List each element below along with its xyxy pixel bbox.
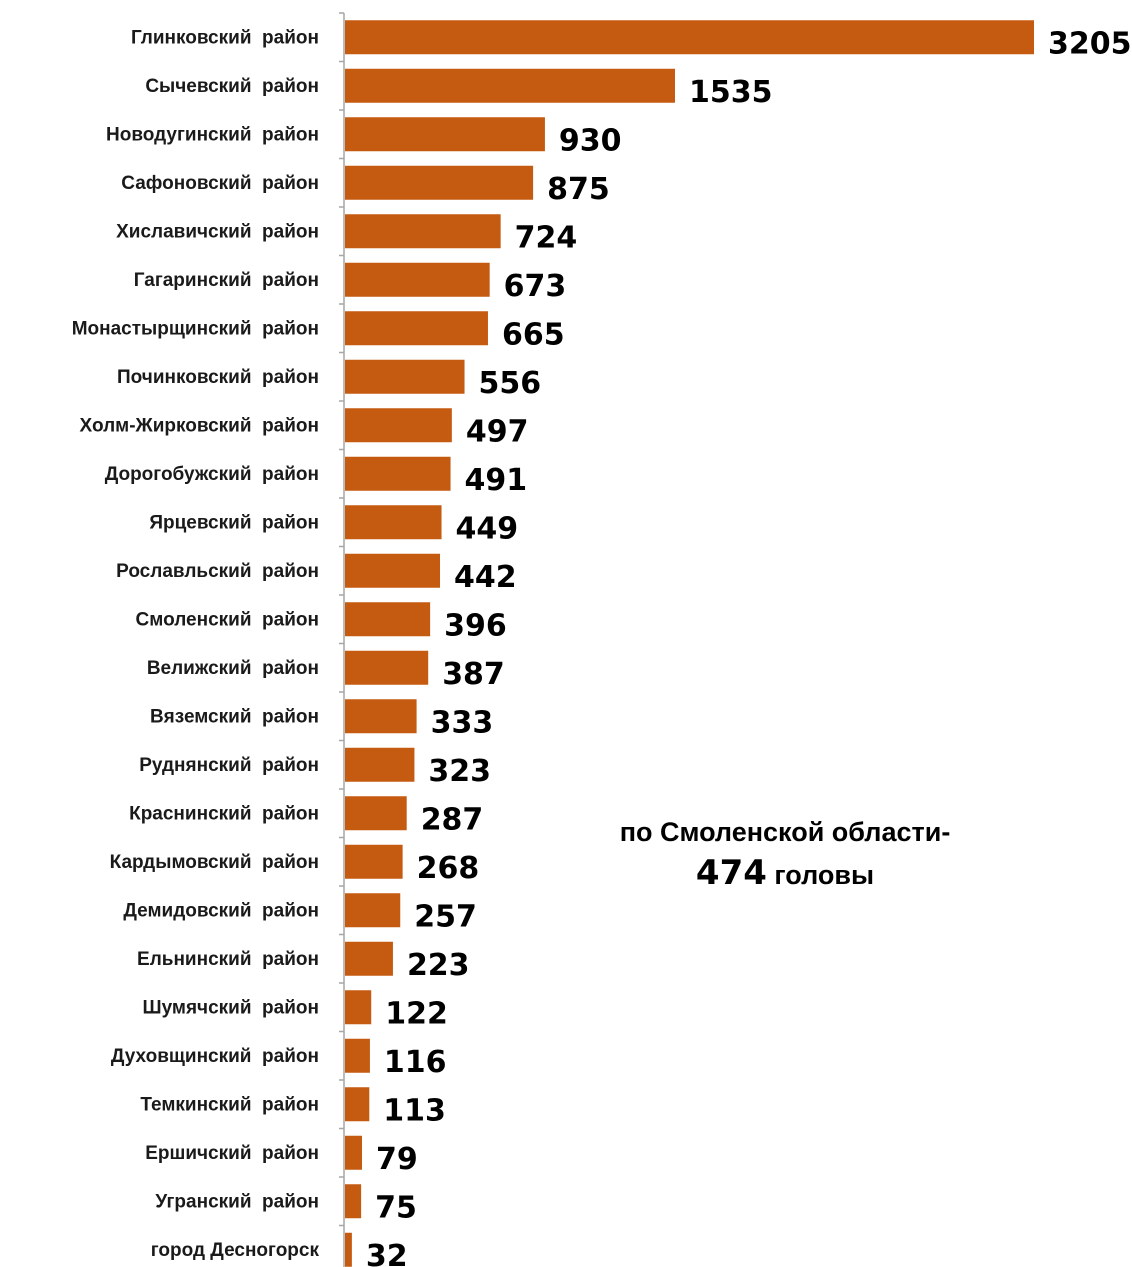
value-label: 491 [465, 463, 528, 498]
bar [345, 893, 401, 928]
value-label: 268 [417, 851, 480, 886]
value-label: 113 [383, 1093, 446, 1128]
category-label: Новодугинский район [106, 124, 319, 145]
category-label: Темкинский район [140, 1094, 319, 1115]
value-label: 223 [407, 948, 470, 983]
value-label: 449 [456, 511, 519, 546]
value-label: 79 [376, 1142, 418, 1177]
value-label: 497 [466, 414, 529, 449]
category-label: Смоленский район [136, 609, 319, 630]
category-labels: Глинковский район Сычевский район Новодуги… [72, 27, 320, 1261]
bar [345, 262, 490, 297]
bar [345, 408, 452, 443]
bar [345, 941, 393, 976]
category-label: Духовщинский район [111, 1046, 319, 1067]
y-axis-ticks [339, 12, 344, 1227]
annotation-unit: головы [766, 860, 875, 890]
bar [345, 650, 429, 685]
bar [345, 1232, 352, 1267]
category-label: Руднянский район [139, 755, 319, 776]
value-label: 333 [431, 705, 494, 740]
bar [345, 505, 442, 540]
value-label: 442 [454, 560, 517, 595]
bar [345, 990, 372, 1025]
value-label: 323 [428, 754, 491, 789]
category-label: Глинковский район [131, 27, 319, 48]
value-label: 116 [384, 1045, 447, 1080]
region-average-annotation: по Смоленской области- 474 головы [560, 812, 1010, 901]
category-label: Монастырщинский район [72, 318, 319, 339]
bar [345, 1184, 362, 1219]
value-label: 122 [385, 996, 448, 1031]
bar [345, 359, 465, 394]
bar [345, 214, 501, 249]
annotation-line2: 474 головы [560, 852, 1010, 901]
value-label: 387 [442, 657, 505, 692]
value-label: 1535 [689, 75, 773, 110]
bar [345, 20, 1034, 55]
bar [345, 553, 441, 588]
bars-group [345, 20, 1034, 1267]
category-label: Сафоновский район [121, 173, 319, 194]
value-label: 75 [375, 1190, 417, 1225]
bar [345, 796, 407, 831]
category-label: Шумячский район [142, 997, 319, 1018]
bar [345, 456, 451, 491]
value-label: 287 [421, 802, 484, 837]
value-label: 257 [414, 899, 477, 934]
bar [345, 602, 431, 637]
value-label: 724 [515, 220, 578, 255]
value-label: 930 [559, 123, 622, 158]
bar [345, 1135, 362, 1170]
value-label: 673 [504, 269, 567, 304]
category-label: Ярцевский район [149, 512, 319, 533]
bar [345, 1038, 370, 1073]
value-label: 32 [366, 1239, 408, 1267]
category-label: Сычевский район [145, 76, 319, 97]
category-label: Демидовский район [123, 900, 319, 921]
category-label: Вяземский район [150, 706, 319, 727]
bar [345, 747, 415, 782]
value-label: 3205 [1048, 26, 1132, 61]
bar [345, 1087, 370, 1122]
bar [345, 699, 417, 734]
value-label: 556 [479, 366, 542, 401]
category-label: Ельнинский район [137, 949, 319, 970]
category-label: Кардымовский район [110, 852, 319, 873]
category-label: Угранский район [155, 1191, 319, 1212]
bar [345, 68, 675, 103]
bar [345, 165, 534, 200]
category-label: Велижский район [147, 658, 319, 679]
category-label: Дорогобужский район [105, 464, 319, 485]
annotation-line1: по Смоленской области- [619, 817, 951, 847]
category-label: Рославльский район [116, 561, 319, 582]
annotation-value: 474 [695, 853, 767, 893]
bar [345, 117, 545, 152]
category-label: Холм-Жирковский район [80, 415, 319, 436]
category-label: Хиславичский район [116, 221, 319, 242]
category-label: Починковский район [117, 367, 319, 388]
value-labels: 3205 1535 930 875 724 673 665 556 497 491 449 442 39… [366, 26, 1132, 1267]
category-label: Гагаринский район [134, 270, 319, 291]
bar [345, 844, 403, 879]
value-label: 875 [547, 172, 610, 207]
category-label: город Десногорск [151, 1240, 320, 1261]
value-label: 396 [444, 608, 507, 643]
bar [345, 311, 488, 346]
value-label: 665 [502, 317, 565, 352]
category-label: Ершичский район [145, 1143, 319, 1164]
category-label: Краснинский район [129, 803, 319, 824]
